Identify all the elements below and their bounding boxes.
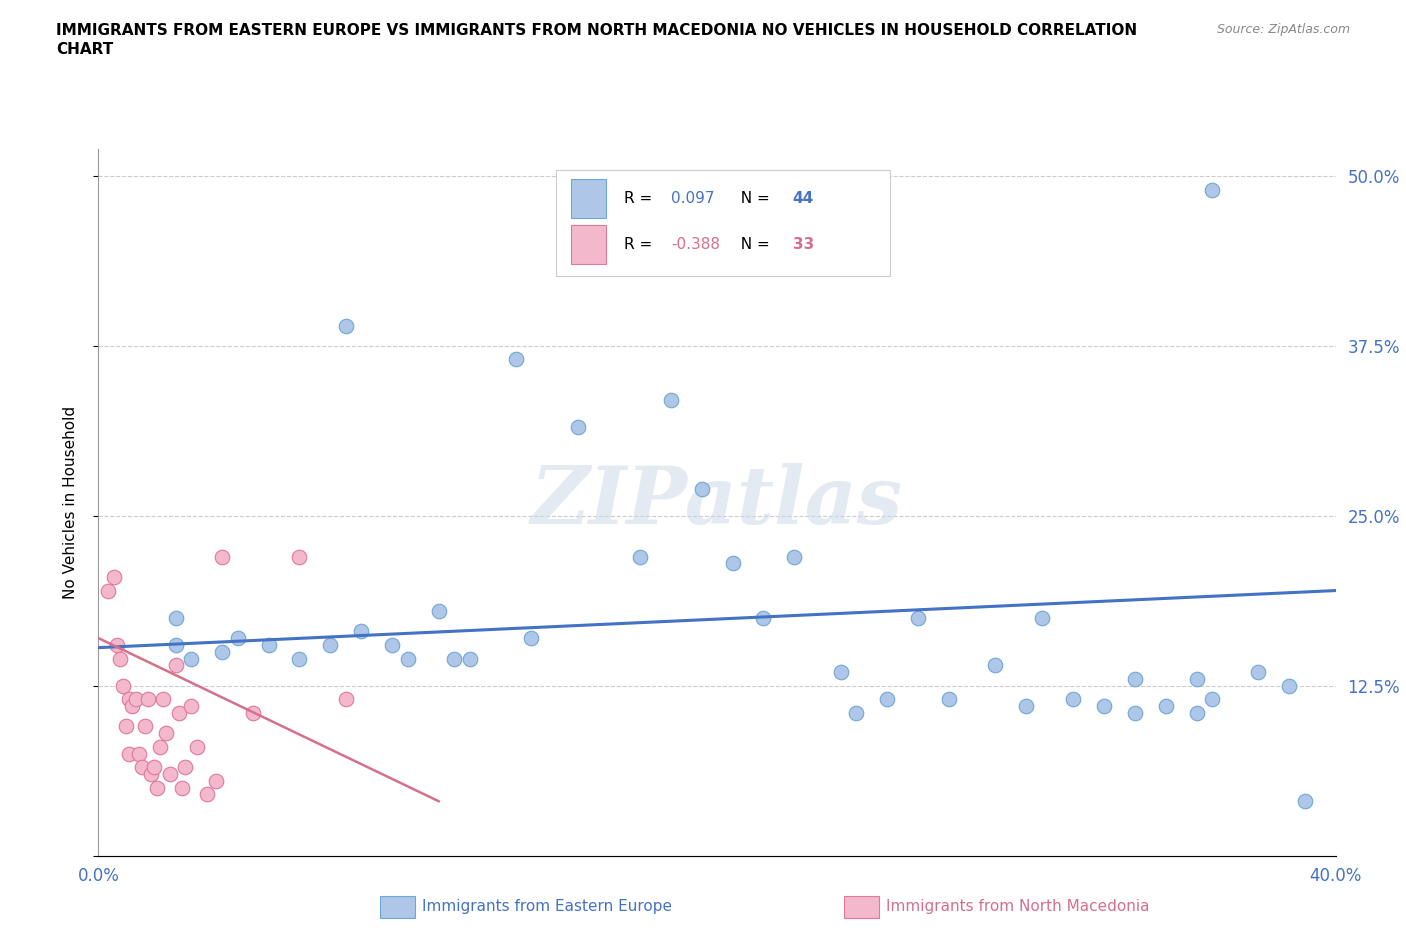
Point xyxy=(152,692,174,707)
Point xyxy=(1062,692,1084,707)
Point xyxy=(205,774,228,789)
Point xyxy=(567,420,589,435)
Point xyxy=(155,725,177,740)
Point xyxy=(167,706,190,721)
Point xyxy=(335,692,357,707)
Text: Immigrants from Eastern Europe: Immigrants from Eastern Europe xyxy=(422,899,672,914)
Point xyxy=(443,651,465,666)
Point xyxy=(938,692,960,707)
Point xyxy=(1201,692,1223,707)
Point xyxy=(1092,698,1115,713)
Point xyxy=(174,760,197,775)
Point xyxy=(103,569,125,584)
Point xyxy=(876,692,898,707)
Point xyxy=(288,549,311,564)
Point xyxy=(396,651,419,666)
Point xyxy=(427,604,450,618)
Point xyxy=(180,651,202,666)
Point xyxy=(1031,610,1053,625)
Point xyxy=(170,780,193,795)
Point xyxy=(1123,706,1146,721)
Point xyxy=(505,352,527,367)
Point xyxy=(1201,182,1223,197)
Point xyxy=(124,692,146,707)
Point xyxy=(165,610,187,625)
Text: -0.388: -0.388 xyxy=(671,237,720,252)
Point xyxy=(211,549,233,564)
Point xyxy=(520,631,543,645)
Point xyxy=(165,637,187,652)
Point xyxy=(845,706,868,721)
Bar xyxy=(571,225,606,264)
Point xyxy=(131,760,153,775)
Point xyxy=(1247,665,1270,680)
Point xyxy=(180,698,202,713)
Point xyxy=(1278,678,1301,693)
Point xyxy=(211,644,233,659)
Point xyxy=(1015,698,1038,713)
Text: R =: R = xyxy=(624,191,658,206)
Point xyxy=(257,637,280,652)
Text: CHART: CHART xyxy=(56,42,114,57)
Bar xyxy=(571,179,606,218)
Point xyxy=(659,392,682,407)
Point xyxy=(783,549,806,564)
Text: IMMIGRANTS FROM EASTERN EUROPE VS IMMIGRANTS FROM NORTH MACEDONIA NO VEHICLES IN: IMMIGRANTS FROM EASTERN EUROPE VS IMMIGR… xyxy=(56,23,1137,38)
Point xyxy=(149,739,172,754)
Point xyxy=(288,651,311,666)
Point xyxy=(195,787,218,802)
Point xyxy=(143,760,166,775)
Point xyxy=(226,631,249,645)
Point xyxy=(97,583,120,598)
Point xyxy=(108,651,131,666)
Point xyxy=(1154,698,1177,713)
Text: Immigrants from North Macedonia: Immigrants from North Macedonia xyxy=(886,899,1149,914)
Point xyxy=(146,780,169,795)
Point xyxy=(984,658,1007,672)
Point xyxy=(139,766,162,781)
Point xyxy=(186,739,208,754)
Point xyxy=(1123,671,1146,686)
Point xyxy=(350,624,373,639)
Text: 0.097: 0.097 xyxy=(671,191,714,206)
Point xyxy=(381,637,404,652)
FancyBboxPatch shape xyxy=(557,170,890,276)
Y-axis label: No Vehicles in Household: No Vehicles in Household xyxy=(63,405,77,599)
Point xyxy=(628,549,651,564)
Point xyxy=(121,698,143,713)
Point xyxy=(136,692,159,707)
Point xyxy=(128,746,150,761)
Text: R =: R = xyxy=(624,237,658,252)
Point xyxy=(752,610,775,625)
Text: N =: N = xyxy=(731,191,775,206)
Point xyxy=(134,719,156,734)
Point xyxy=(115,719,138,734)
Text: 33: 33 xyxy=(793,237,814,252)
Point xyxy=(1185,671,1208,686)
Text: 44: 44 xyxy=(793,191,814,206)
Point xyxy=(690,481,713,496)
Point xyxy=(159,766,181,781)
Point xyxy=(1185,706,1208,721)
Point xyxy=(105,637,128,652)
Point xyxy=(118,692,141,707)
Point xyxy=(830,665,852,680)
Point xyxy=(165,658,187,672)
Text: ZIPatlas: ZIPatlas xyxy=(531,463,903,541)
Point xyxy=(1294,794,1316,809)
Point xyxy=(242,706,264,721)
Text: Source: ZipAtlas.com: Source: ZipAtlas.com xyxy=(1216,23,1350,36)
Point xyxy=(112,678,135,693)
Point xyxy=(335,318,357,333)
Point xyxy=(458,651,481,666)
Point xyxy=(721,556,744,571)
Text: N =: N = xyxy=(731,237,775,252)
Point xyxy=(118,746,141,761)
Point xyxy=(319,637,342,652)
Point xyxy=(907,610,929,625)
